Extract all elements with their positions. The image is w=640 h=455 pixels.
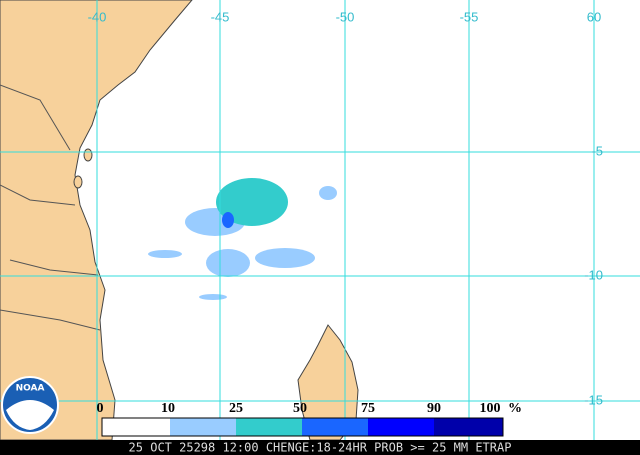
- legend-swatch: [368, 418, 434, 436]
- lon-label: -55: [460, 9, 479, 24]
- precip-area: [222, 212, 234, 228]
- lat-label: -5: [591, 143, 603, 158]
- precip-area: [255, 248, 315, 268]
- legend-swatch: [434, 418, 503, 436]
- lon-label: 60: [587, 9, 601, 24]
- island: [83, 148, 93, 162]
- legend-label: 100: [480, 401, 501, 416]
- legend-swatch: [102, 418, 170, 436]
- lon-label: -45: [211, 9, 230, 24]
- legend-label: 0: [97, 401, 104, 416]
- precip-area: [206, 249, 250, 277]
- legend-label: 75: [361, 401, 375, 416]
- africa-land: [0, 0, 193, 441]
- legend-label: 25: [229, 401, 243, 416]
- graticule: -40 -45 -50 -55 60 -5 -10 -15: [0, 0, 640, 440]
- legend-swatch: [170, 418, 236, 436]
- caption: 25 OCT 25298 12:00 CHENGE:18-24HR PROB >…: [129, 441, 512, 455]
- lat-label: -15: [584, 392, 603, 407]
- lat-label: -10: [584, 267, 603, 282]
- legend-label: 90: [427, 401, 441, 416]
- lon-label: -50: [336, 9, 355, 24]
- precip-area: [199, 294, 227, 300]
- island: [73, 175, 83, 189]
- borders: [0, 84, 101, 331]
- legend-label: 50: [293, 401, 307, 416]
- caption-bar: [0, 440, 640, 455]
- precip-area: [216, 178, 288, 226]
- precip-area: [148, 250, 182, 258]
- legend: 0 10 25 50 75 90 100%: [97, 401, 522, 437]
- precip-area: [319, 186, 337, 200]
- lon-label: -40: [88, 9, 107, 24]
- legend-swatch: [302, 418, 368, 436]
- noaa-logo-wave: [6, 400, 54, 430]
- legend-unit: %: [508, 401, 522, 416]
- legend-swatch: [236, 418, 302, 436]
- logo-text: NOAA: [16, 384, 45, 394]
- legend-label: 10: [161, 401, 175, 416]
- legend-frame: [101, 417, 504, 437]
